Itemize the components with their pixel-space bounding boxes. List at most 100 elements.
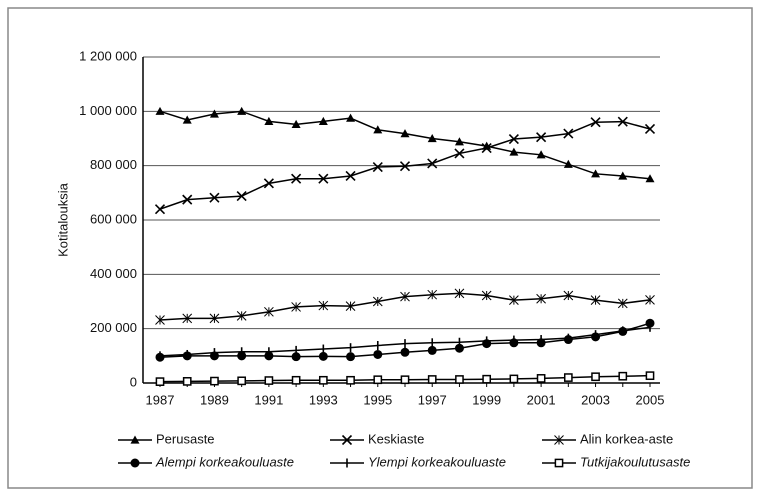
marker	[373, 375, 383, 385]
marker-part	[130, 435, 140, 444]
marker	[590, 117, 601, 128]
marker	[291, 173, 302, 184]
marker-part	[318, 375, 328, 385]
y-tick-label: 600 000	[90, 211, 137, 226]
marker	[427, 289, 438, 300]
marker	[291, 375, 301, 385]
marker-part	[400, 375, 410, 385]
marker	[617, 298, 628, 309]
marker-part	[563, 128, 574, 139]
marker-part	[291, 173, 302, 184]
legend-item: Perusaste	[118, 431, 215, 446]
marker	[509, 374, 519, 384]
marker	[563, 290, 574, 301]
marker	[563, 373, 573, 382]
marker	[400, 129, 410, 138]
marker-part	[455, 375, 464, 384]
y-axis-label: Kotitalouksia	[55, 182, 70, 256]
marker	[454, 343, 464, 353]
x-tick-label: 2003	[581, 392, 610, 407]
marker-part	[454, 148, 465, 159]
marker	[563, 128, 574, 139]
marker-part	[427, 345, 437, 355]
marker	[318, 116, 328, 125]
marker	[399, 161, 411, 172]
marker-part	[645, 174, 655, 183]
marker-part	[536, 150, 546, 159]
y-tick-label: 1 000 000	[79, 103, 137, 118]
marker	[373, 125, 383, 134]
marker-part	[341, 434, 353, 446]
marker	[400, 375, 410, 385]
marker	[590, 295, 601, 305]
marker-part	[155, 377, 165, 386]
marker-part	[591, 372, 600, 382]
marker	[618, 171, 628, 180]
marker-part	[618, 171, 628, 180]
marker	[209, 192, 220, 203]
marker	[264, 116, 274, 125]
marker	[155, 377, 165, 386]
marker	[154, 204, 166, 215]
marker-part	[508, 133, 519, 145]
marker	[209, 109, 219, 118]
marker	[264, 306, 274, 317]
marker	[563, 159, 573, 168]
marker	[236, 311, 247, 321]
marker-part	[182, 377, 192, 386]
marker	[318, 375, 328, 385]
marker-part	[346, 352, 356, 362]
marker	[291, 352, 301, 362]
marker	[455, 375, 464, 384]
marker-part	[618, 371, 628, 381]
legend-item: Alin korkea-aste	[542, 431, 673, 446]
legend-label: Alempi korkeakouluaste	[155, 454, 294, 469]
marker	[236, 191, 247, 202]
marker-part	[427, 375, 437, 384]
x-tick-label: 1991	[254, 392, 283, 407]
marker	[182, 377, 192, 386]
marker	[182, 115, 192, 124]
marker	[536, 150, 546, 159]
marker	[182, 313, 193, 324]
marker-part	[563, 159, 573, 168]
series-line	[159, 110, 651, 180]
marker-part	[644, 123, 656, 135]
marker	[400, 347, 410, 357]
marker-part	[454, 343, 464, 353]
legend-label: Ylempi korkeakouluaste	[368, 454, 506, 469]
marker	[237, 106, 247, 115]
x-tick-label: 1993	[309, 392, 338, 407]
marker-part	[536, 132, 547, 143]
marker	[591, 372, 600, 382]
marker-part	[373, 125, 383, 134]
marker	[209, 313, 220, 324]
legend-item: Alempi korkeakouluaste	[118, 454, 294, 469]
marker-part	[509, 147, 519, 156]
marker-part	[481, 142, 492, 154]
marker	[263, 178, 274, 189]
marker	[427, 375, 437, 384]
marker	[645, 371, 655, 381]
frame	[7, 7, 753, 489]
marker	[481, 290, 492, 301]
marker-part	[536, 374, 546, 383]
marker-part	[210, 376, 219, 386]
x-tick-label: 1997	[418, 392, 447, 407]
marker-part	[318, 116, 328, 125]
marker-part	[346, 375, 355, 385]
marker	[130, 458, 140, 468]
marker	[291, 119, 301, 128]
marker	[318, 351, 328, 361]
y-tick-label: 400 000	[90, 266, 137, 281]
marker-part	[237, 376, 247, 386]
marker	[454, 288, 465, 299]
marker-part	[291, 375, 301, 385]
marker-part	[400, 129, 410, 138]
marker-part	[318, 173, 329, 184]
legend-item: Ylempi korkeakouluaste	[330, 454, 506, 469]
marker	[155, 106, 165, 115]
marker	[482, 374, 492, 384]
marker-part	[209, 192, 220, 203]
marker-part	[263, 178, 274, 189]
